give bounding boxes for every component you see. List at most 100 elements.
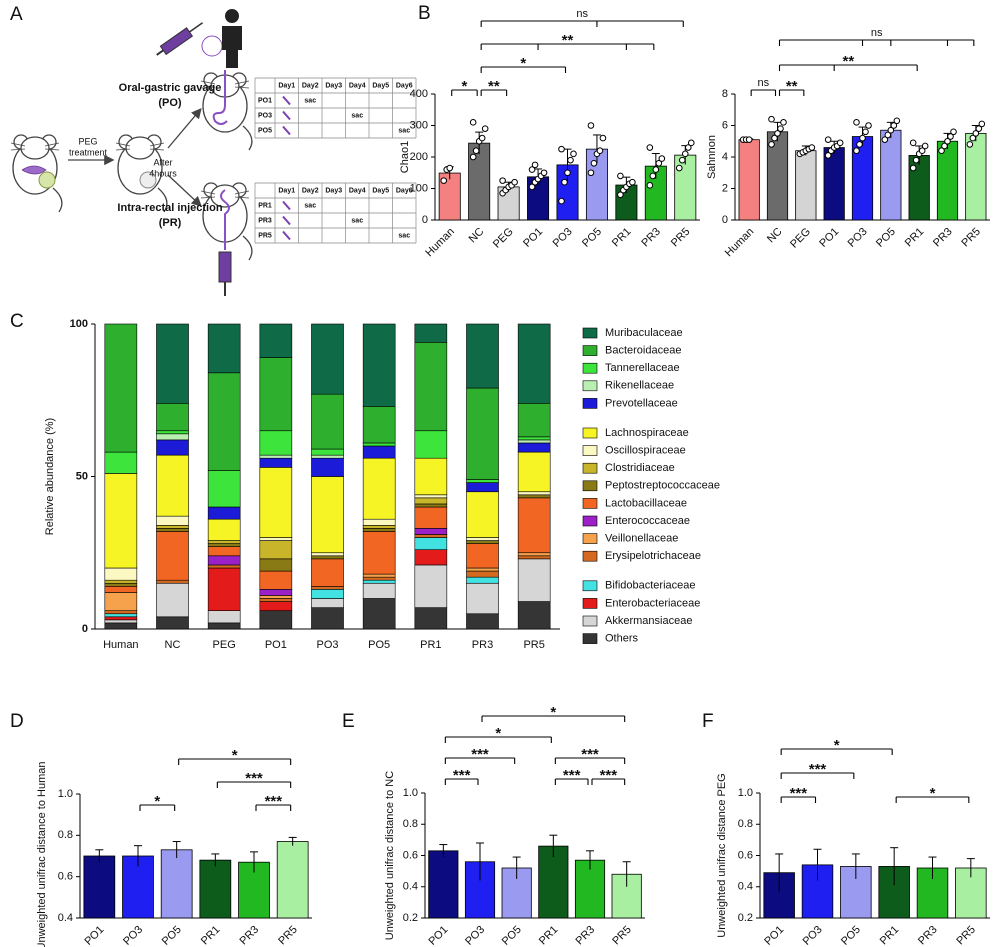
data-point	[478, 134, 486, 142]
syringe-icon	[156, 22, 204, 56]
bar-segment	[517, 451, 551, 493]
x-tick-label: PO5	[368, 639, 390, 651]
legend-label: Erysipelotrichaceae	[605, 550, 701, 562]
bar-segment	[414, 564, 448, 608]
x-tick-label: NC	[467, 226, 487, 246]
y-axis-label: Relative abundance (%)	[44, 418, 56, 535]
data-point	[921, 142, 929, 150]
bar-segment	[414, 457, 448, 496]
bar-segment	[466, 582, 499, 615]
legend-swatch	[582, 362, 598, 374]
significance-label: *	[495, 725, 501, 742]
x-tick-label: PR5	[276, 924, 300, 947]
bar	[428, 850, 459, 919]
bar-segment	[104, 451, 138, 474]
bar-segment	[259, 589, 293, 596]
legend-label: Lachnospiraceae	[605, 427, 689, 439]
bar-segment	[311, 393, 344, 450]
legend-swatch	[582, 615, 598, 627]
bar-segment	[259, 601, 293, 611]
x-tick-label: PR3	[916, 924, 940, 947]
bar-segment	[466, 387, 499, 480]
bar-segment	[156, 430, 189, 435]
x-tick-label: PO5	[874, 226, 898, 250]
y-tick-label: 300	[410, 119, 428, 131]
bar-segment	[104, 616, 138, 621]
x-tick-label: PO1	[265, 639, 287, 651]
table-header: Day2	[302, 187, 319, 194]
data-point	[950, 128, 957, 136]
data-point	[646, 144, 654, 151]
mouse-icon	[200, 182, 253, 261]
significance-label: ***	[265, 793, 283, 810]
bar-segment	[311, 598, 344, 608]
pr-abbr: (PR)	[159, 217, 182, 229]
table-row-label: PR3	[258, 217, 272, 224]
x-tick-label: PR1	[420, 639, 441, 651]
dose-icon	[282, 230, 291, 241]
bar-segment	[104, 579, 138, 584]
data-point	[499, 177, 506, 184]
x-tick-label: PR3	[639, 226, 663, 250]
x-tick-label: PR5	[669, 226, 693, 250]
data-point	[675, 164, 683, 172]
pr-label: Intra-rectal injection	[117, 202, 222, 214]
legend-label: Veillonellaceae	[605, 533, 678, 545]
x-tick-label: PR5	[959, 226, 983, 250]
x-tick-label: PO1	[82, 924, 106, 947]
bar-segment	[517, 436, 551, 441]
y-tick-label: 50	[76, 470, 88, 482]
bar-segment	[207, 470, 241, 508]
data-point	[777, 125, 784, 132]
table-row-label: PO5	[258, 127, 272, 134]
significance-label: **	[786, 78, 798, 95]
significance-label: ***	[790, 785, 808, 802]
significance-label: **	[488, 78, 500, 95]
legend-label: Peptostreptococcaceae	[605, 480, 720, 492]
bar-segment	[362, 445, 396, 459]
legend-swatch	[582, 598, 598, 609]
legend-swatch	[582, 398, 598, 409]
bar-segment	[207, 323, 241, 374]
data-point	[972, 130, 980, 137]
table-header: Day3	[325, 82, 342, 89]
table-cell: sac	[304, 97, 316, 104]
data-point	[587, 169, 595, 177]
person-icon	[222, 26, 242, 68]
data-point	[909, 139, 917, 147]
bar-segment	[362, 457, 396, 520]
bar-segment	[259, 540, 293, 560]
data-point	[768, 115, 775, 123]
bar-segment	[517, 494, 551, 499]
bar-segment	[259, 430, 293, 456]
y-tick-label: 0	[722, 214, 728, 226]
table-header: Day1	[278, 187, 295, 194]
bar-segment	[466, 482, 499, 493]
x-tick-label: PO3	[551, 226, 575, 250]
bar-segment	[156, 454, 189, 517]
bar-segment	[259, 537, 293, 541]
data-point	[629, 178, 636, 186]
bar-segment	[517, 323, 551, 404]
data-point	[918, 147, 926, 154]
po-abbr: (PO)	[158, 97, 182, 109]
bar-segment	[207, 564, 241, 569]
bar-segment	[156, 515, 189, 526]
bar-segment	[414, 503, 448, 508]
data-point	[862, 128, 869, 136]
data-point	[893, 117, 901, 125]
bar-segment	[311, 457, 344, 477]
bar-segment	[414, 323, 448, 343]
bar-segment	[466, 537, 499, 541]
bar-segment	[104, 323, 138, 453]
bar-segment	[466, 479, 499, 483]
y-tick-label: 100	[70, 318, 88, 330]
x-tick-label: PR1	[610, 226, 634, 250]
data-point	[890, 122, 898, 129]
bar-segment	[156, 439, 189, 456]
data-point	[587, 122, 595, 129]
data-point	[511, 178, 518, 186]
dose-icon	[282, 125, 291, 136]
y-tick-label: 0	[82, 623, 88, 635]
bar-segment	[517, 552, 551, 557]
